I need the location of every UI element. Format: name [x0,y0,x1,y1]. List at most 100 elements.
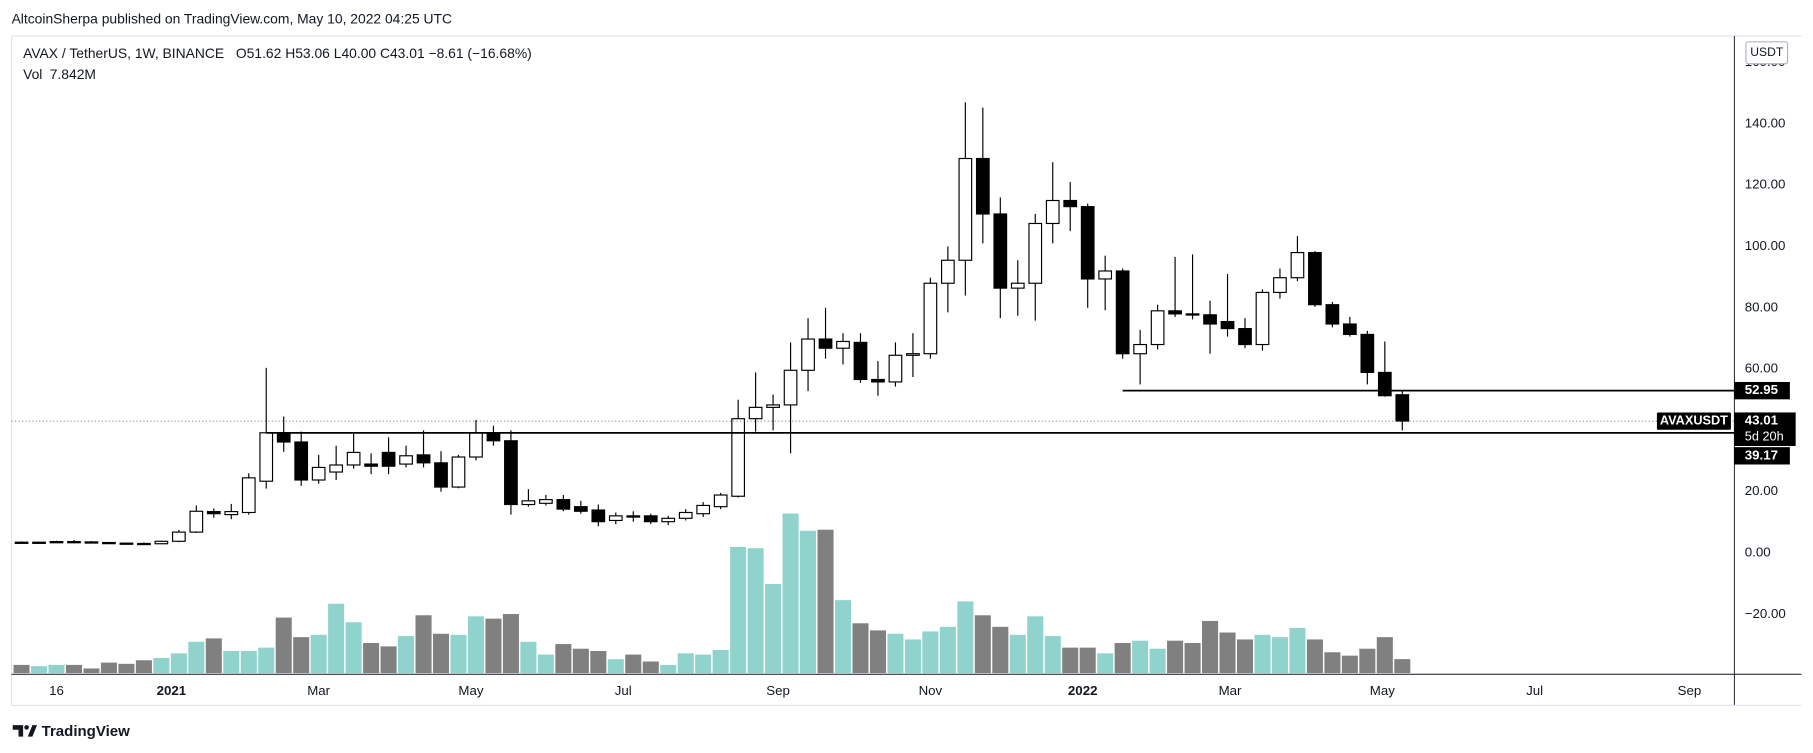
candle-body [1325,304,1340,325]
candle-body [14,541,29,544]
candle-body [206,510,221,515]
volume-bar [590,651,607,674]
volume-bar [135,660,152,674]
y-tick-label: 60.00 [1745,361,1778,376]
candle-body [1360,333,1375,374]
ticker-label-box [1656,412,1731,430]
currency-label: USDT [1750,45,1784,59]
candle-body [871,378,885,383]
volume-bar [205,638,222,674]
candle-body [643,515,658,523]
y-tick-label: 20.00 [1745,483,1778,498]
level-label-box [1734,447,1790,465]
volume-bar [450,634,467,674]
x-tick-label: Sep [1678,683,1702,698]
candle-body [923,282,938,355]
volume-bar [800,530,817,674]
level-label: 52.95 [1745,382,1779,397]
volume-bar [974,615,991,674]
volume-bar [1009,634,1026,674]
level-label-box [1734,381,1790,400]
volume-bar [607,659,624,674]
volume-bar [712,649,729,674]
volume-bar [31,666,48,674]
candle-body [1028,222,1043,284]
y-tick-label: 0.00 [1745,544,1771,559]
x-tick-label: May [1370,683,1395,698]
volume-bar [1376,637,1393,674]
volume-bar [240,651,257,674]
candle-body [434,462,448,488]
volume-bar [904,639,921,674]
volume-bar [677,653,694,674]
candle-body [1115,270,1130,355]
volume-bar [345,622,362,674]
volume-bar [118,663,135,674]
volume-bar [467,616,484,674]
volume-bar [223,651,240,674]
volume-bar [1202,620,1219,674]
volume-bar [537,654,554,674]
last-price-box [1734,412,1796,446]
volume-bar [1359,648,1376,674]
candle-body [1045,199,1060,225]
x-tick-label: Mar [1219,683,1242,698]
candle-body [661,517,676,523]
candle-body [1168,310,1182,315]
candle-body [399,455,413,465]
volume-bar [834,600,852,674]
volume-bar [730,546,747,674]
candle-body [346,451,361,466]
volume-bar [258,647,275,674]
candle-body [1098,270,1113,280]
volume-bar [1341,655,1358,674]
volume-bar [852,623,869,674]
candle-body [993,213,1008,289]
candle-body [259,432,274,482]
volume-bar [817,529,834,674]
plot [11,102,1735,674]
candle-body [241,477,256,514]
volume-bar [485,618,502,674]
candle-body [311,466,326,481]
volume-bar [1236,639,1254,674]
legend-volume: 7.842M [50,66,96,82]
candle-body [504,440,518,506]
volume-bar [502,614,519,674]
candle-body [137,542,151,546]
candle-body [1255,291,1270,346]
last-price-label: 43.01 [1745,413,1779,428]
candle-body [1377,371,1392,397]
volume-bar [747,548,764,674]
volume-bar [1062,647,1079,674]
volume-bar [1306,639,1323,674]
candle-body [416,454,431,464]
volume-bar [363,643,380,674]
footer-brand: TradingView [42,723,130,740]
candle-body [801,338,815,371]
candle-body [329,464,344,473]
volume-bar [13,664,30,674]
volume-bar [1394,659,1411,674]
candle-body [49,541,64,544]
candle-body [783,369,798,406]
volume-bar [695,654,712,674]
candle-body [1238,328,1252,346]
candle-body [591,509,606,523]
candle-body [171,531,186,542]
volume-bar [957,601,974,674]
volume-bar [1149,648,1166,674]
candle-body [818,338,833,349]
x-tick-label: 2021 [157,683,187,698]
volume-bar [1027,616,1044,674]
candle-body [381,451,396,467]
x-tick-label: Jul [1526,683,1543,698]
candle-body [941,259,955,284]
candle-body [521,500,536,506]
volume-bar [293,637,310,674]
volume-bar [642,661,659,674]
y-tick-label: 140.00 [1745,115,1786,130]
volume-bar [1324,652,1341,674]
candle-body [451,456,466,488]
candle-body [539,499,553,504]
